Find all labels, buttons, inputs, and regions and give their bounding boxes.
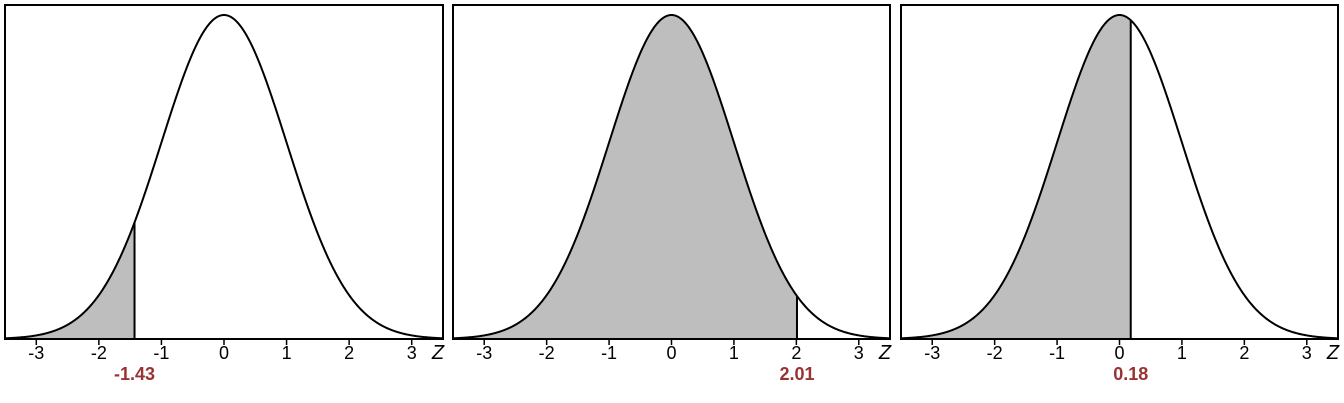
chart-panel-2: -3 -2 -1 0 1 2 3 Z 2.01 <box>452 4 892 384</box>
shaded-area <box>453 15 797 339</box>
plot-frame <box>4 4 444 340</box>
x-tick-label: 2 <box>791 343 801 363</box>
x-tick-label: -2 <box>987 343 1003 363</box>
shaded-area <box>901 15 1131 339</box>
x-tick-label: 3 <box>407 343 417 363</box>
chart-panel-3: -3 -2 -1 0 1 2 3 Z 0.18 <box>900 4 1340 384</box>
x-tick-label: 1 <box>1177 343 1187 363</box>
x-tick-label: 1 <box>729 343 739 363</box>
x-tick-label: -2 <box>91 343 107 363</box>
x-tick-label: -1 <box>1049 343 1065 363</box>
x-tick-label: -2 <box>539 343 555 363</box>
x-tick-label: -3 <box>476 343 492 363</box>
cutoff-value-label: -1.43 <box>114 364 155 384</box>
cutoff-value-label: 0.18 <box>1113 364 1148 384</box>
x-tick-label: 0 <box>1114 343 1124 363</box>
x-tick-label: -1 <box>601 343 617 363</box>
x-axis-label: Z <box>431 342 445 364</box>
x-tick-label: 2 <box>344 343 354 363</box>
x-axis-label: Z <box>878 342 892 364</box>
x-tick-label: 0 <box>666 343 676 363</box>
cutoff-value-label: 2.01 <box>779 364 814 384</box>
x-tick-label: -1 <box>153 343 169 363</box>
chart-panel-1: -3 -2 -1 0 1 2 3 Z -1.43 <box>4 4 445 384</box>
x-tick-label: 1 <box>282 343 292 363</box>
density-curve <box>4 13 444 340</box>
x-tick-label: 0 <box>219 343 229 363</box>
x-tick-label: 3 <box>854 343 864 363</box>
x-axis-label: Z <box>1326 342 1340 364</box>
density-curve <box>452 13 891 340</box>
density-curve <box>900 13 1339 340</box>
x-tick-label: 3 <box>1302 343 1312 363</box>
shaded-area <box>5 222 135 339</box>
x-tick-label: 2 <box>1239 343 1249 363</box>
x-tick-label: -3 <box>924 343 940 363</box>
x-tick-label: -3 <box>28 343 44 363</box>
